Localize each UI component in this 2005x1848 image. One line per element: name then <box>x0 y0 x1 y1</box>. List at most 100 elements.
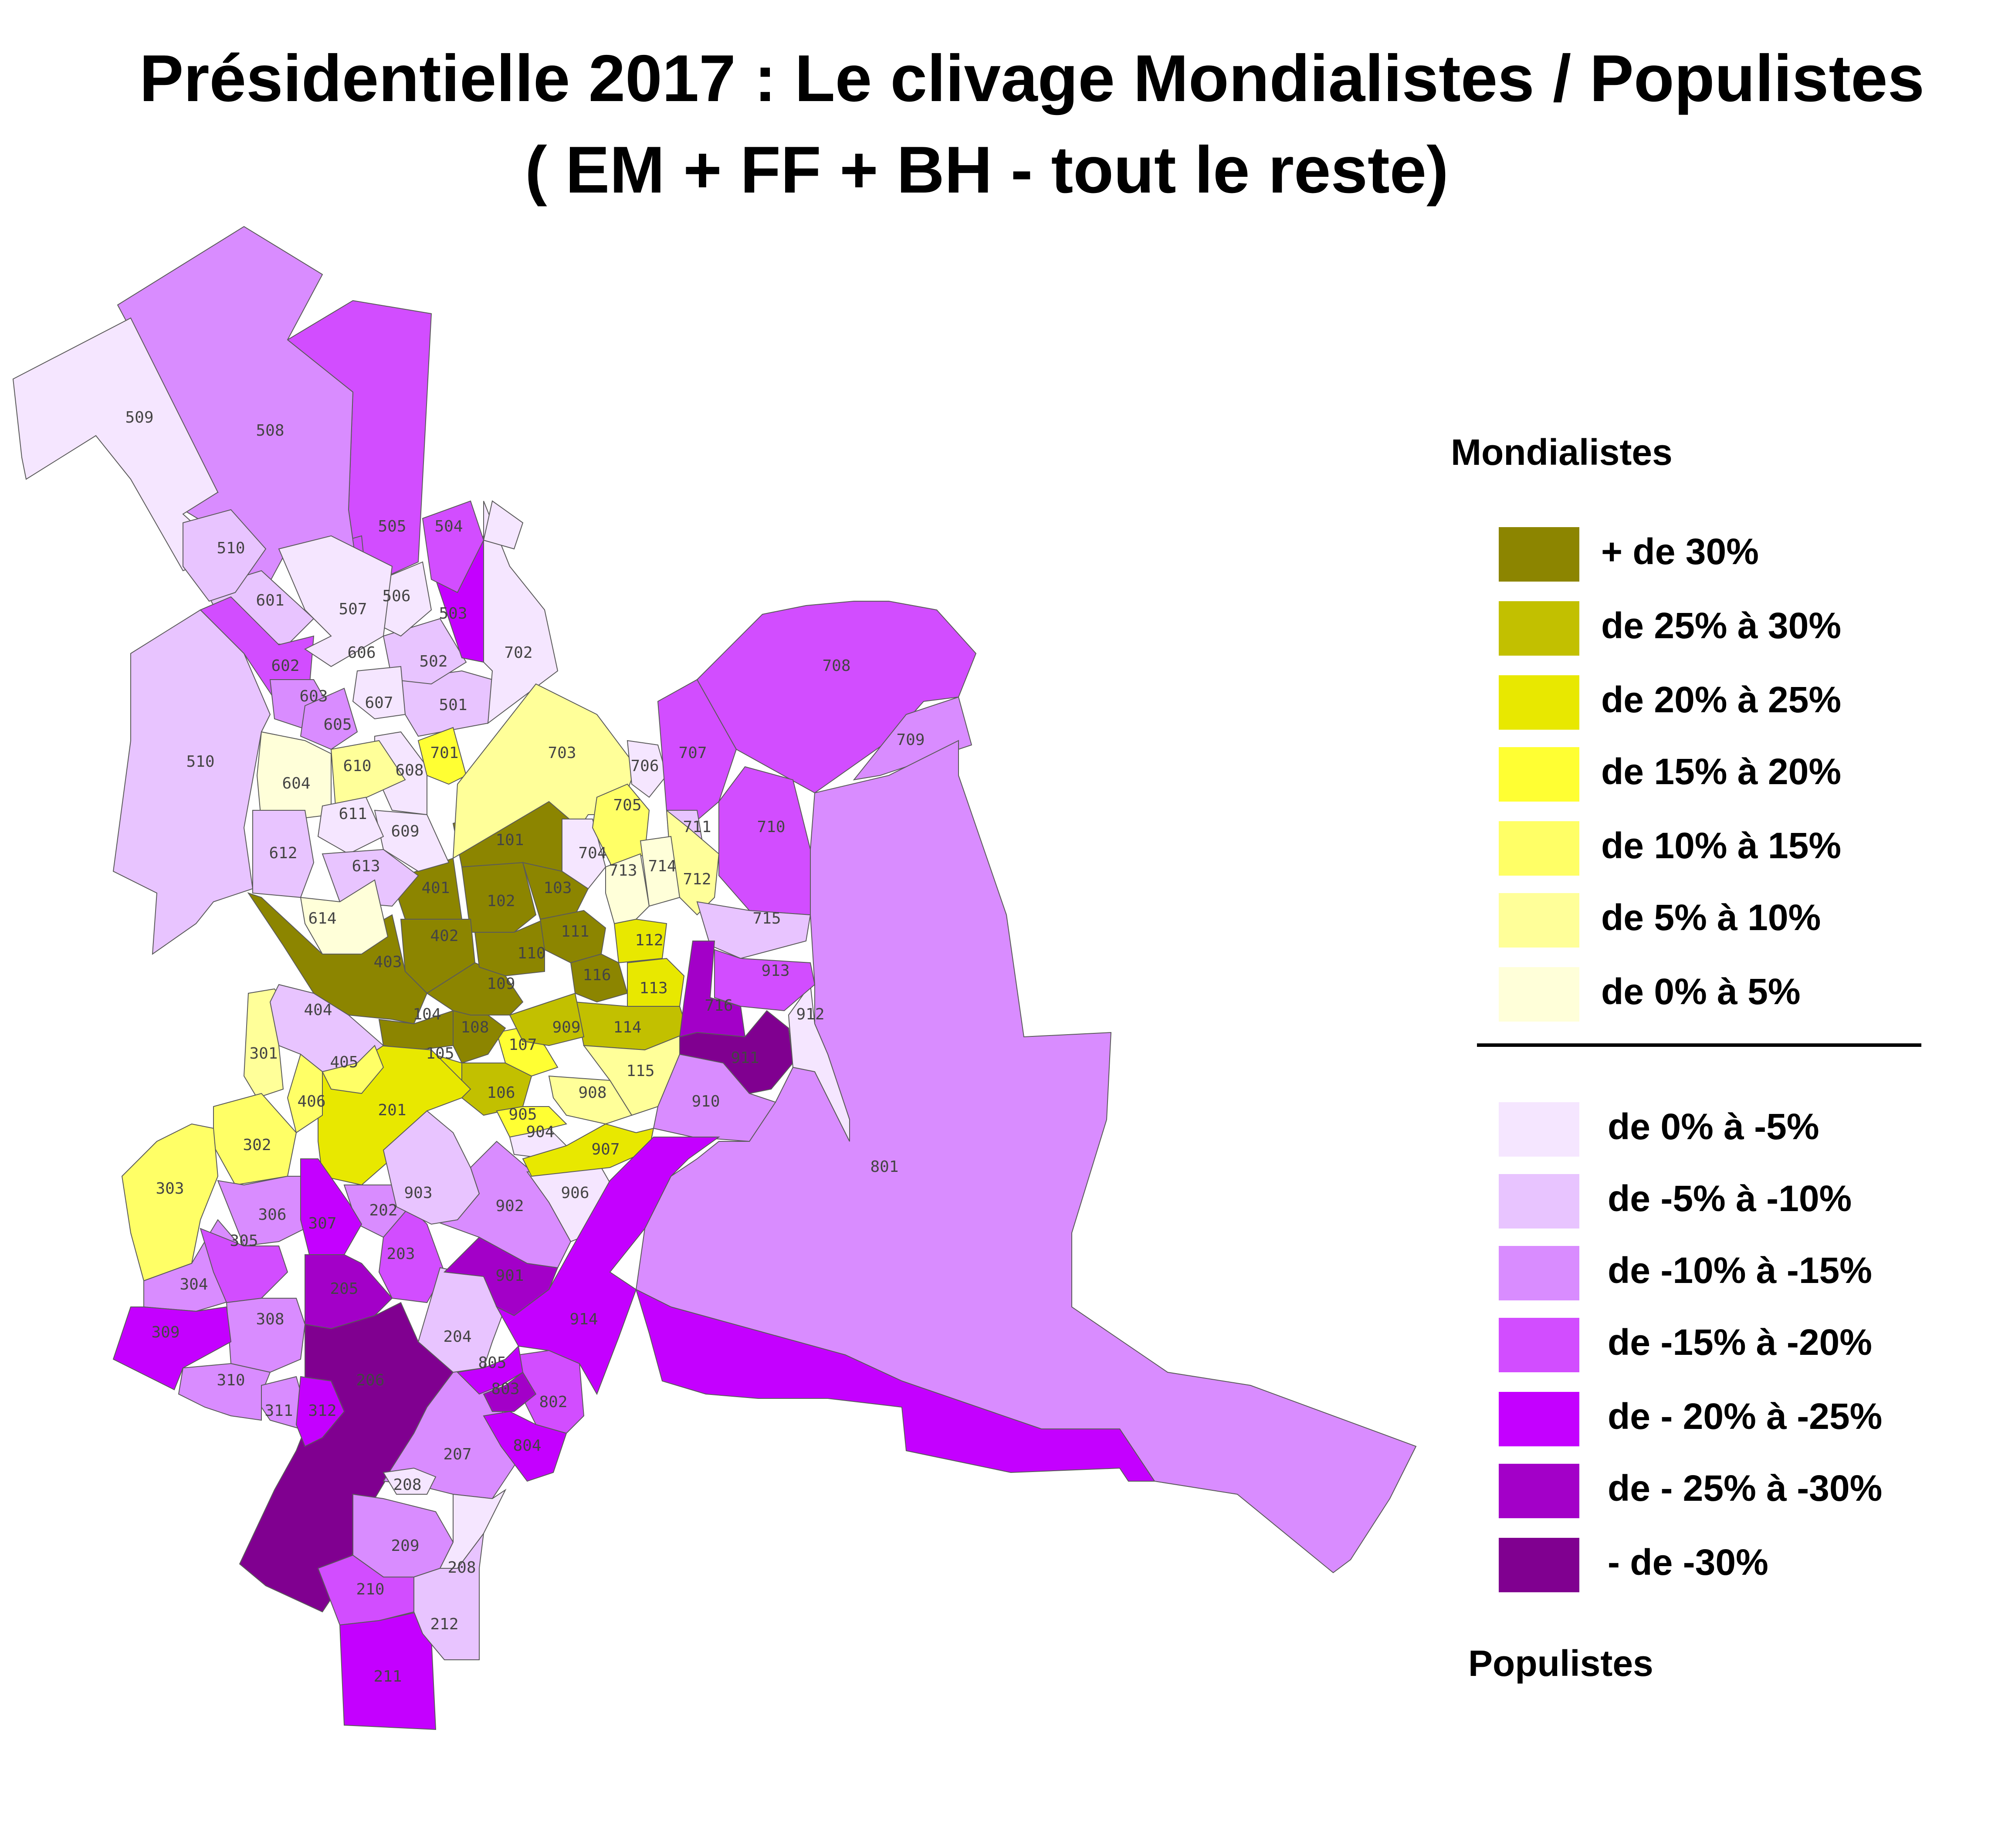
regions-layer <box>12 226 1417 1730</box>
region-713 <box>605 853 650 924</box>
region-406 <box>287 1053 323 1134</box>
legend-label: de -5% à -10% <box>1608 1178 1852 1219</box>
legend-row: de -10% à -15% <box>1499 1246 1934 1303</box>
region-label-504: 504 <box>434 518 463 535</box>
legend-row: - de -30% <box>1499 1538 1934 1594</box>
region-803 <box>483 1371 537 1412</box>
legend-swatch <box>1499 601 1579 656</box>
region-label-908: 908 <box>578 1084 606 1102</box>
region-label-805: 805 <box>478 1354 506 1372</box>
region-label-903: 903 <box>404 1184 432 1202</box>
legend-label: de 25% à 30% <box>1601 605 1842 646</box>
legend-row: + de 30% <box>1499 527 1934 584</box>
region-label-605: 605 <box>323 716 352 734</box>
region-label-709: 709 <box>896 731 925 749</box>
region-509 <box>12 317 227 572</box>
region-label-713: 713 <box>609 862 637 880</box>
region-905 <box>496 1106 567 1138</box>
region-label-208: 208 <box>393 1476 421 1494</box>
region-903 <box>383 1110 480 1225</box>
legend-swatch <box>1499 1246 1579 1300</box>
region-label-703: 703 <box>548 744 576 762</box>
region-label-702: 702 <box>504 644 532 662</box>
legend-label: de 10% à 15% <box>1601 825 1842 866</box>
region-label-403: 403 <box>373 953 402 971</box>
legend-label: + de 30% <box>1601 531 1759 572</box>
region-312 <box>295 1376 345 1447</box>
region-label-310: 310 <box>217 1371 245 1389</box>
region-305 <box>200 1228 288 1303</box>
region-613 <box>322 849 419 907</box>
region-309 <box>112 1306 232 1391</box>
legend-row: de -5% à -10% <box>1499 1174 1934 1231</box>
region-label-111: 111 <box>561 923 589 941</box>
region-307 <box>300 1158 362 1255</box>
region-label-911: 911 <box>731 1049 759 1067</box>
region-303 <box>121 1123 219 1282</box>
region-label-501: 501 <box>439 696 467 714</box>
region-label-311: 311 <box>264 1402 293 1420</box>
region-label-108: 108 <box>461 1019 489 1036</box>
region-label-115: 115 <box>626 1062 654 1080</box>
region-label-105: 105 <box>426 1045 454 1063</box>
region-614 <box>300 879 389 954</box>
region-label-714: 714 <box>648 857 676 875</box>
region-label-404: 404 <box>304 1001 332 1019</box>
region-label-506: 506 <box>382 587 410 605</box>
region-label-707: 707 <box>678 744 707 762</box>
region-label-715: 715 <box>752 910 781 927</box>
region-label-716: 716 <box>704 997 733 1015</box>
region-label-606: 606 <box>347 644 376 662</box>
region-label-302: 302 <box>243 1136 271 1154</box>
region-704 <box>562 819 606 890</box>
region-label-301: 301 <box>249 1045 278 1063</box>
region-label-405: 405 <box>330 1053 358 1071</box>
region-label-507: 507 <box>339 600 367 618</box>
region-702b <box>483 500 524 550</box>
region-label-106: 106 <box>487 1084 515 1102</box>
region-label-304: 304 <box>180 1276 208 1293</box>
region-label-114: 114 <box>613 1019 641 1036</box>
region-label-801: 801 <box>870 1158 898 1176</box>
region-510 <box>112 609 271 955</box>
region-label-602: 602 <box>271 657 299 675</box>
region-label-503: 503 <box>439 605 467 623</box>
region-label-107: 107 <box>508 1036 537 1054</box>
region-label-505: 505 <box>378 518 406 535</box>
region-110 <box>474 918 545 977</box>
legend: Mondialistes + de 30% de 25% à 30% de 20% … <box>1451 427 1930 1690</box>
legend-swatch <box>1499 967 1579 1022</box>
region-908 <box>548 1075 633 1125</box>
legend-swatch <box>1499 747 1579 802</box>
legend-swatch <box>1499 1538 1579 1592</box>
region-label-510: 510 <box>217 539 245 557</box>
region-label-712: 712 <box>683 870 711 888</box>
region-611 <box>317 796 384 855</box>
region-label-402: 402 <box>430 927 458 945</box>
region-914 <box>635 1289 1155 1482</box>
legend-swatch <box>1499 1464 1579 1518</box>
region-909 <box>509 992 585 1046</box>
legend-label: de 0% à 5% <box>1601 971 1801 1012</box>
region-label-401: 401 <box>421 879 450 897</box>
region-label-603: 603 <box>299 687 328 705</box>
region-label-610: 610 <box>343 757 371 775</box>
region-308 <box>226 1298 306 1373</box>
region-606 <box>278 535 393 667</box>
region-label-205: 205 <box>330 1280 358 1298</box>
region-label-706: 706 <box>630 757 659 775</box>
legend-heading-populistes: Populistes <box>1468 1643 1653 1684</box>
region-label-210: 210 <box>356 1581 384 1598</box>
region-208 <box>383 1467 437 1495</box>
region-label-902: 902 <box>495 1197 524 1215</box>
legend-swatch <box>1499 675 1579 730</box>
region-label-612: 612 <box>269 844 297 862</box>
legend-label: de -15% à -20% <box>1608 1322 1872 1363</box>
region-label-914: 914 <box>569 1310 598 1328</box>
region-label-212: 212 <box>430 1615 458 1633</box>
region-label-705: 705 <box>613 796 641 814</box>
legend-swatch <box>1499 1392 1579 1446</box>
region-label-204: 204 <box>443 1328 471 1346</box>
region-label-607: 607 <box>365 694 393 712</box>
region-113 <box>627 958 685 1007</box>
